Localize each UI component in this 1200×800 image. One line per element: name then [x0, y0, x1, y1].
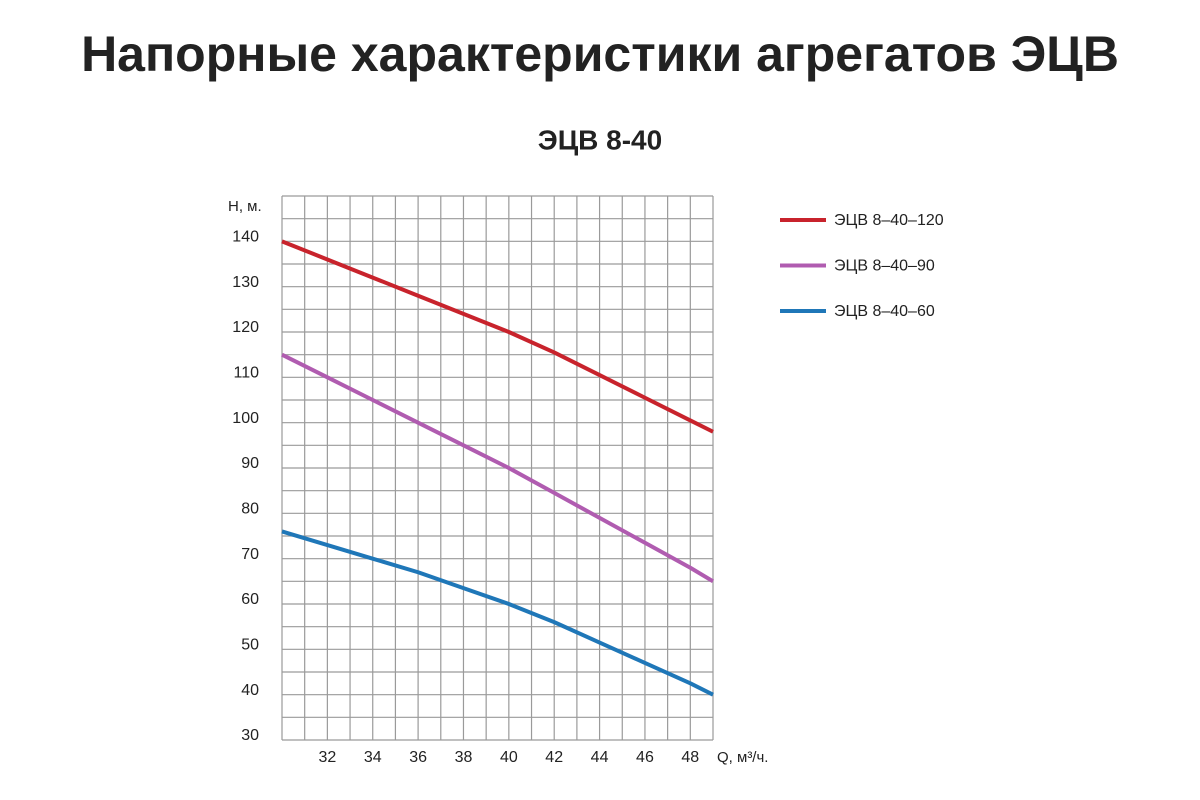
- x-tick-label: 32: [318, 749, 336, 766]
- x-tick-label: 34: [364, 749, 382, 766]
- y-tick-label: 130: [232, 274, 259, 291]
- legend-label: ЭЦВ 8–40–60: [834, 303, 935, 320]
- y-tick-label: 80: [241, 501, 259, 518]
- series-line: [281, 529, 714, 697]
- chart-title: Напорные характеристики агрегатов ЭЦВ: [81, 26, 1119, 82]
- series-line: [281, 352, 715, 584]
- x-tick-label: 36: [409, 749, 427, 766]
- x-tick-label: 48: [681, 749, 699, 766]
- legend-label: ЭЦВ 8–40–90: [834, 258, 935, 275]
- y-tick-label: 40: [241, 682, 259, 699]
- series-line: [281, 239, 714, 434]
- y-tick-label: 50: [241, 637, 259, 654]
- x-tick-label: 42: [545, 749, 563, 766]
- y-tick-label: 100: [232, 410, 259, 427]
- y-tick-label: 70: [241, 546, 259, 563]
- y-tick-label: 110: [233, 365, 259, 382]
- y-tick-label: 30: [241, 727, 259, 744]
- x-tick-label: 46: [636, 749, 654, 766]
- y-tick-label: 90: [241, 455, 259, 472]
- y-tick-label: 140: [232, 229, 259, 246]
- y-tick-label: 60: [241, 591, 259, 608]
- y-axis-label: Н, м.: [228, 198, 262, 215]
- x-tick-label: 38: [455, 749, 473, 766]
- x-tick-label: 44: [591, 749, 609, 766]
- legend-label: ЭЦВ 8–40–120: [834, 212, 944, 229]
- y-tick-label: 120: [232, 319, 259, 336]
- x-tick-label: 40: [500, 749, 518, 766]
- x-axis-label: Q, м³/ч.: [717, 749, 768, 766]
- chart-subtitle: ЭЦВ 8-40: [538, 124, 662, 155]
